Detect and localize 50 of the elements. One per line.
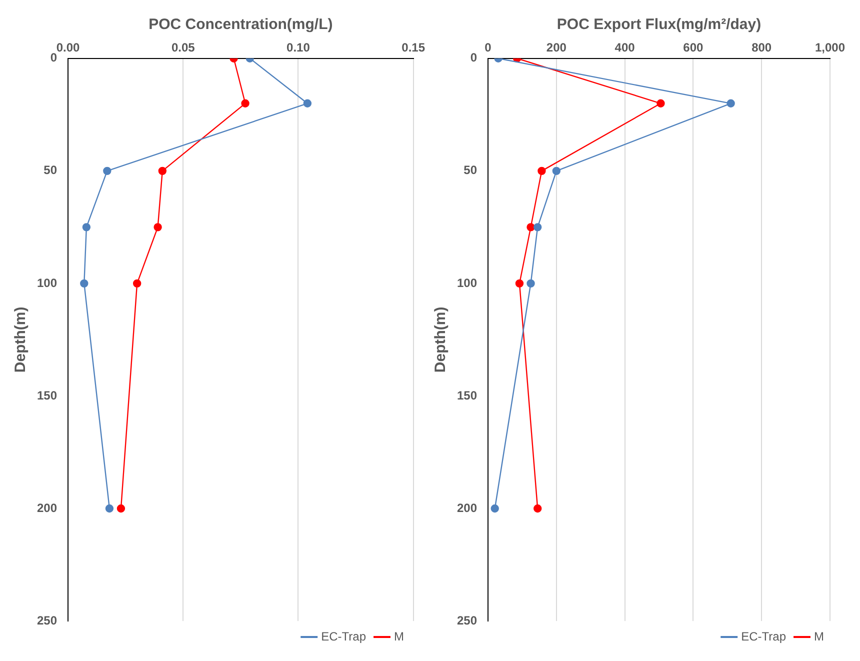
x-axis-title: POC Export Flux(mg/m²/day) <box>556 16 762 34</box>
x-tick-label: 200 <box>546 40 567 55</box>
point <box>526 223 535 232</box>
point <box>132 279 142 288</box>
y-tick-label: 0 <box>50 50 58 65</box>
y-tick-label: 200 <box>36 500 58 515</box>
point <box>303 99 312 108</box>
point <box>515 279 524 288</box>
point <box>154 223 162 232</box>
point <box>534 223 542 232</box>
point <box>552 166 561 176</box>
legend-label: EC-Trap <box>321 629 366 644</box>
point <box>538 166 546 176</box>
legend-label: M <box>394 629 404 644</box>
x-tick-label: 800 <box>752 40 772 55</box>
x-tick-label: 400 <box>614 40 636 55</box>
point <box>656 99 665 108</box>
point <box>534 504 542 513</box>
y-tick-label: 250 <box>36 613 58 628</box>
y-tick-label: 0 <box>470 50 478 65</box>
x-tick-label: 0.00 <box>56 40 80 55</box>
point <box>241 99 250 108</box>
x-tick-label: 0 <box>484 40 492 55</box>
point <box>158 166 167 176</box>
point <box>526 279 535 288</box>
point <box>116 504 126 513</box>
y-tick-label: 100 <box>36 276 58 290</box>
x-axis-title: POC Concentration(mg/L) <box>148 16 333 34</box>
y-axis-title: Depth(m) <box>12 306 30 373</box>
x-tick-label: 1,000 <box>814 40 846 55</box>
y-tick-label: 150 <box>36 388 58 402</box>
y-tick-label: 200 <box>456 500 478 515</box>
legend-label: EC-Trap <box>741 629 786 644</box>
y-tick-label: 150 <box>456 388 478 402</box>
y-axis-title: Depth(m) <box>432 306 450 373</box>
x-tick-label: 0.05 <box>171 40 196 55</box>
x-tick-label: 0.10 <box>286 40 310 55</box>
x-tick-label: 0.15 <box>402 40 426 55</box>
legend-label: M <box>814 629 824 644</box>
point <box>82 223 91 232</box>
point <box>103 166 112 176</box>
y-tick-label: 50 <box>464 163 478 178</box>
point <box>105 504 114 513</box>
y-tick-label: 50 <box>44 163 58 178</box>
y-tick-label: 100 <box>456 276 478 290</box>
point <box>726 99 735 108</box>
x-tick-label: 600 <box>683 40 704 55</box>
point <box>490 504 499 513</box>
point <box>80 279 88 288</box>
y-tick-label: 250 <box>456 613 478 628</box>
